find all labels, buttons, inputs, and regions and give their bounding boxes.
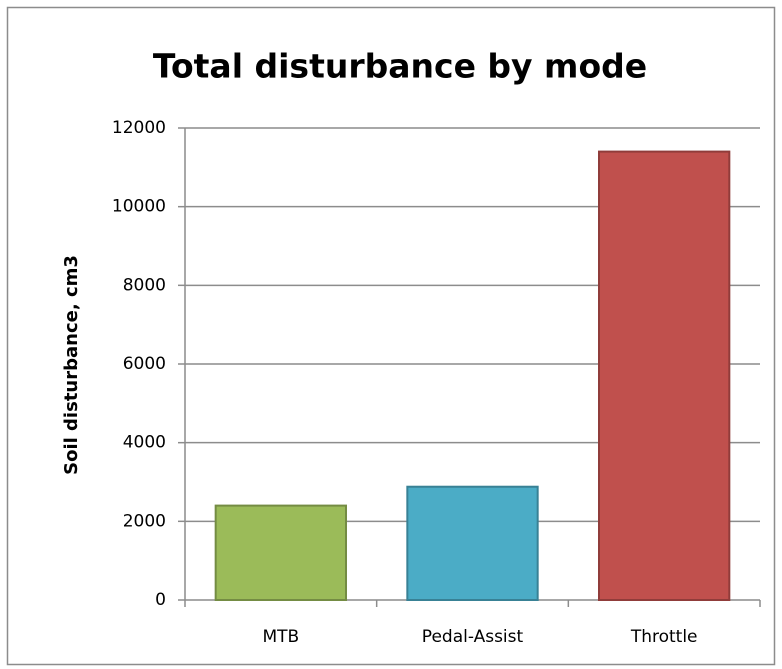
y-tick-label: 6000 (123, 354, 166, 374)
chart-title: Total disturbance by mode (153, 47, 647, 86)
bar (598, 150, 731, 601)
y-tick-label: 8000 (123, 275, 166, 295)
y-tick-label: 12000 (112, 118, 166, 138)
x-tick-label: Throttle (630, 627, 698, 647)
y-axis-label: Soil disturbance, cm3 (61, 255, 82, 475)
y-tick-label: 4000 (123, 433, 166, 453)
y-tick-label: 0 (155, 590, 166, 610)
x-tick-label: Pedal-Assist (422, 627, 524, 647)
y-tick-label: 2000 (123, 511, 166, 531)
y-tick-label: 10000 (112, 197, 166, 217)
x-tick-label: MTB (262, 627, 299, 647)
bar (406, 485, 539, 601)
bar (214, 504, 347, 602)
